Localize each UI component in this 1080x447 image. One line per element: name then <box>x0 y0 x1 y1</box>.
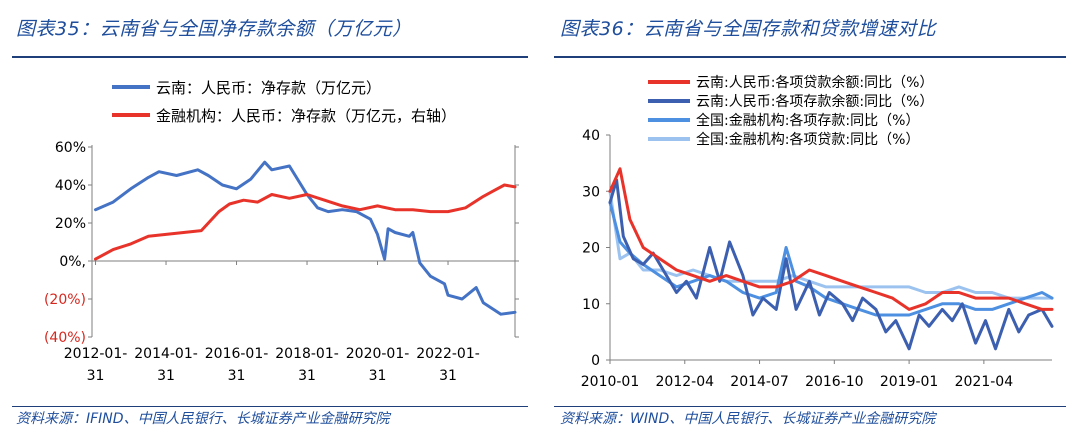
left-source-note: 资料来源：IFIND、中国人民银行、长城证券产业金融研究院 <box>16 411 390 427</box>
right-x-tick-label: 2019-01 <box>880 374 939 390</box>
left-y-tick-label: 20% <box>55 216 86 232</box>
left-series-line <box>94 183 517 261</box>
left-figure: 图表35：云南省与全国净存款余额（万亿元） 60% 40% 20% 0%, (20%) (… <box>12 18 528 427</box>
left-x-tick-label-line2: 31 <box>157 368 175 384</box>
left-x-tick-label-line2: 31 <box>369 368 387 384</box>
right-x-tick-label: 2016-10 <box>805 374 864 390</box>
right-y-tick-label: 10 <box>582 297 600 313</box>
right-x-tick-label: 2014-07 <box>730 374 789 390</box>
right-x-tick-label: 2021-04 <box>955 374 1014 390</box>
left-x-tick-label: 2012-01- <box>64 346 128 362</box>
left-x-tick-label: 2018-01- <box>275 346 339 362</box>
right-series-line <box>608 167 1054 311</box>
left-series-line <box>94 160 517 316</box>
right-chart: 0 10 20 30 40 2010-01 2012-04 2014-07 2016-10 201… <box>581 74 1054 390</box>
right-figure: 图表36：云南省与全国存款和贷款增速对比 0 10 20 30 40 2010-01 201… <box>540 0 1080 447</box>
left-y-tick-label: 60% <box>55 140 86 156</box>
right-legend-label: 全国:金融机构:各项存款:同比（%） <box>696 112 919 129</box>
right-series-line <box>608 189 1054 300</box>
left-y-tick-label: (40%) <box>44 330 86 346</box>
left-source-rule <box>12 406 528 407</box>
left-x-tick-label: 2020-01- <box>346 346 410 362</box>
right-y-tick-label: 0 <box>591 353 600 369</box>
right-y-tick-label: 40 <box>582 128 600 144</box>
left-chart: 60% 40% 20% 0%, (20%) (40%)2012-01- 31 2014-01-… <box>44 79 519 384</box>
left-y-tick-label: 0%, <box>59 254 86 270</box>
left-x-tick-label-line2: 31 <box>87 368 105 384</box>
left-x-tick-label: 2016-01- <box>205 346 269 362</box>
right-y-tick-label: 30 <box>582 184 600 200</box>
left-x-tick-label-line2: 31 <box>439 368 457 384</box>
right-source-rule <box>554 406 1066 407</box>
right-legend-label: 全国:金融机构:各项贷款:同比（%） <box>696 131 919 148</box>
left-title-rule <box>12 56 528 58</box>
left-legend-label: 金融机构：人民币：净存款（万亿元，右轴） <box>156 107 456 125</box>
left-x-tick-label: 2014-01- <box>134 346 198 362</box>
left-x-tick-label: 2022-01- <box>416 346 480 362</box>
right-legend-label: 云南:人民币:各项存款余额:同比（%） <box>696 93 933 110</box>
left-y-tick-label: 40% <box>55 178 86 194</box>
right-legend-label: 云南:人民币:各项贷款余额:同比（%） <box>696 74 933 91</box>
right-x-tick-label: 2010-01 <box>581 374 640 390</box>
right-series-line <box>608 178 1054 351</box>
right-x-tick-label: 2012-04 <box>656 374 715 390</box>
left-figure-title: 图表35：云南省与全国净存款余额（万亿元） <box>16 18 412 40</box>
left-x-tick-label-line2: 31 <box>298 368 316 384</box>
right-title-rule <box>554 56 1066 58</box>
right-source-note: 资料来源：WIND、中国人民银行、长城证券产业金融研究院 <box>560 411 936 427</box>
left-legend-label: 云南：人民币：净存款（万亿元） <box>156 79 381 97</box>
right-y-tick-label: 20 <box>582 241 600 257</box>
left-x-tick-label-line2: 31 <box>228 368 246 384</box>
right-figure-title: 图表36：云南省与全国存款和贷款增速对比 <box>560 18 937 40</box>
left-y-tick-label: (20%) <box>44 292 86 308</box>
